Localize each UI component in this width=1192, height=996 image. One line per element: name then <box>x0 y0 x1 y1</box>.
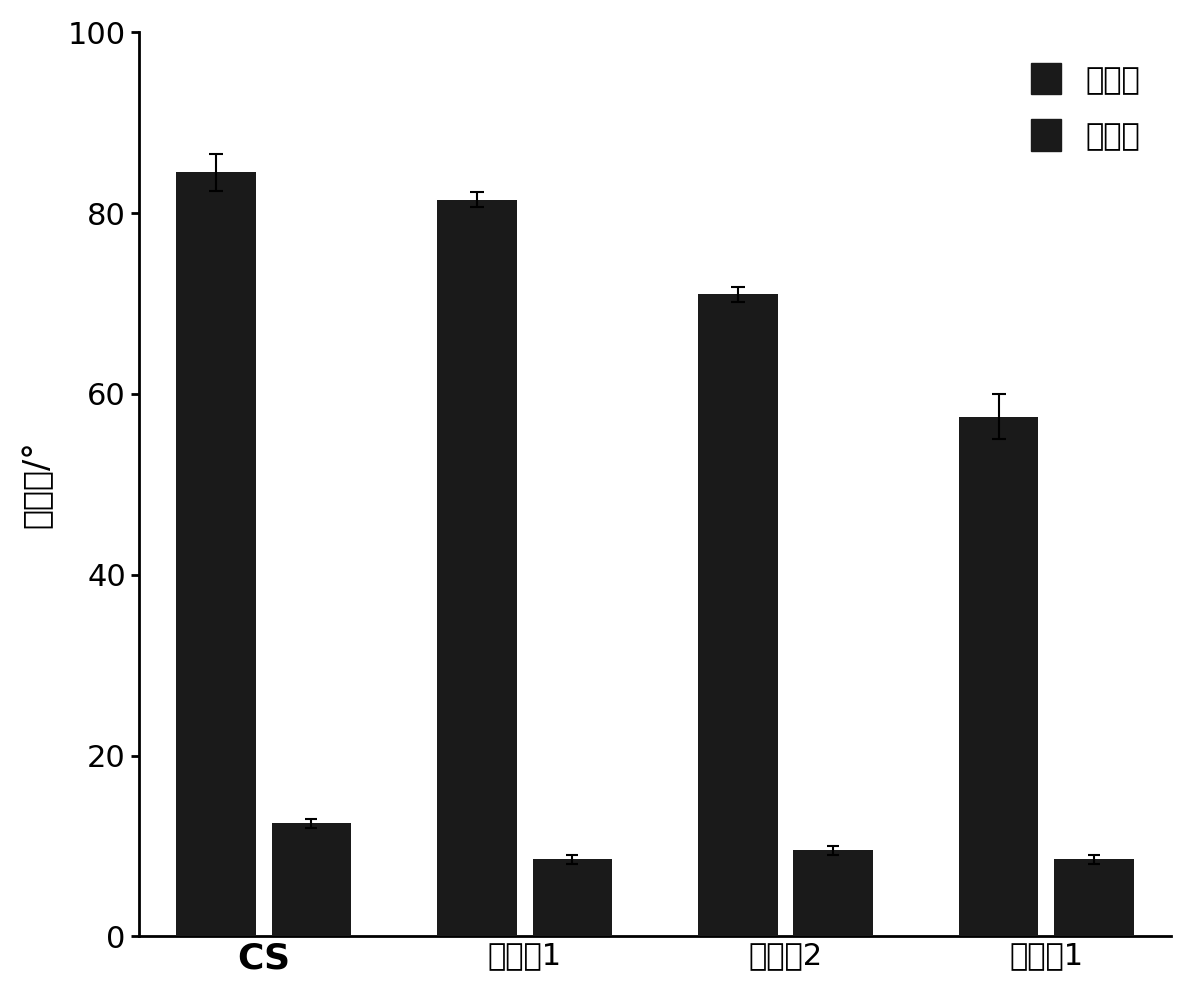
Bar <box>960 416 1038 936</box>
Bar <box>176 172 256 936</box>
Bar <box>533 860 611 936</box>
Y-axis label: 接触角/°: 接触角/° <box>20 440 54 528</box>
Bar <box>437 199 516 936</box>
Bar <box>794 851 873 936</box>
Legend: 前进角, 后退角: 前进角, 后退角 <box>1016 48 1156 166</box>
Bar <box>699 295 777 936</box>
Bar <box>272 824 352 936</box>
Bar <box>1055 860 1134 936</box>
